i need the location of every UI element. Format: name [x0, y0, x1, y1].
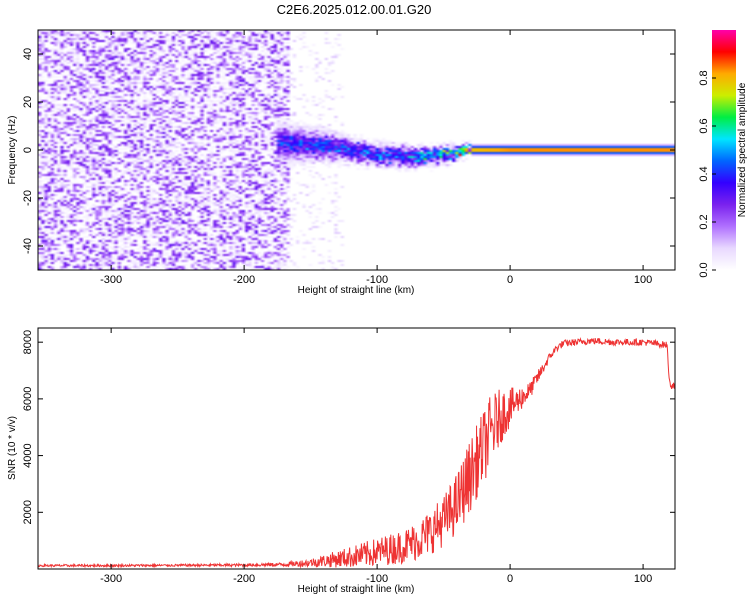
snr-y-tick-label: 2000 [22, 500, 34, 524]
snr-x-tick-label: -300 [100, 573, 122, 585]
snr-y-axis-label: SNR (10 * v/v) [7, 416, 18, 480]
snr-y-tick-label: 8000 [22, 330, 34, 354]
snr-plot-area [37, 337, 676, 569]
spectrogram-x-axis-label: Height of straight line (km) [298, 285, 415, 296]
spectrogram-y-tick-label: -20 [22, 190, 34, 206]
colorbar-gradient [712, 30, 736, 270]
snr-x-axis-label: Height of straight line (km) [298, 584, 415, 595]
spectrogram-y-tick-label: -40 [22, 238, 34, 254]
spectrogram-y-ticks: -40 -20 0 20 40 [22, 48, 675, 254]
spectrogram-x-tick-label: 0 [507, 274, 513, 286]
spectrogram-x-tick-label: -200 [233, 274, 255, 286]
snr-y-tick-label: 4000 [22, 443, 34, 467]
snr-y-tick-label: 6000 [22, 387, 34, 411]
spectrogram-plot-area [38, 30, 675, 270]
colorbar: 0.0 0.2 0.4 0.6 0.8 Normalized spectral ampl… [698, 30, 748, 278]
snr-frame [37, 327, 676, 570]
snr-x-tick-label: 100 [634, 573, 652, 585]
spectrogram-y-tick-label: 0 [22, 147, 34, 153]
colorbar-label: Normalized spectral amplitude [737, 82, 748, 217]
spectrogram-y-axis-label: Frequency (Hz) [7, 116, 18, 185]
colorbar-tick-label: 0.4 [698, 166, 710, 181]
snr-x-ticks: -300 -200 -100 0 100 [100, 328, 652, 585]
colorbar-tick-label: 0.6 [698, 118, 710, 133]
figure-title: C2E6.2025.012.00.01.G20 [277, 2, 432, 17]
colorbar-tick-label: 0.2 [698, 214, 710, 229]
spectrogram-x-ticks: -300 -200 -100 0 100 [100, 30, 652, 286]
spectrogram-x-tick-label: 100 [634, 274, 652, 286]
colorbar-tick-label: 0.8 [698, 70, 710, 85]
snr-x-tick-label: 0 [507, 573, 513, 585]
snr-panel: -300 -200 -100 0 100 2000 4000 6000 8000 Height… [7, 327, 676, 595]
spectrogram-image [38, 30, 675, 270]
colorbar-ticks: 0.0 0.2 0.4 0.6 0.8 [698, 70, 716, 278]
snr-series-line [37, 337, 676, 569]
spectrogram-y-tick-label: 20 [22, 96, 34, 108]
snr-x-tick-label: -200 [233, 573, 255, 585]
snr-y-ticks: 2000 4000 6000 8000 [22, 330, 675, 525]
colorbar-tick-label: 0.0 [698, 262, 710, 277]
spectrogram-x-tick-label: -100 [366, 274, 388, 286]
spectrogram-x-tick-label: -300 [100, 274, 122, 286]
snr-x-tick-label: -100 [366, 573, 388, 585]
spectrogram-y-tick-label: 40 [22, 48, 34, 60]
